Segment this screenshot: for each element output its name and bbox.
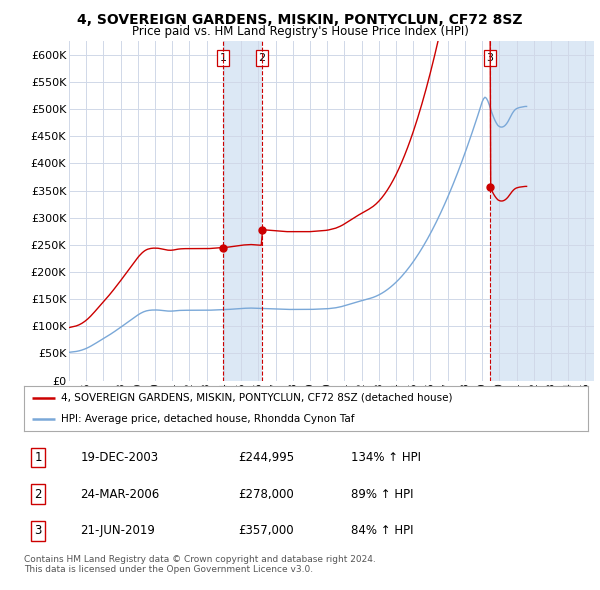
Text: 89% ↑ HPI: 89% ↑ HPI bbox=[351, 487, 413, 501]
Text: £278,000: £278,000 bbox=[238, 487, 294, 501]
Bar bbox=[223, 41, 262, 381]
Text: 2: 2 bbox=[34, 487, 42, 501]
Bar bbox=[490, 41, 594, 381]
Text: 3: 3 bbox=[34, 525, 42, 537]
Text: HPI: Average price, detached house, Rhondda Cynon Taf: HPI: Average price, detached house, Rhon… bbox=[61, 414, 354, 424]
Text: 21-JUN-2019: 21-JUN-2019 bbox=[80, 525, 155, 537]
Text: 134% ↑ HPI: 134% ↑ HPI bbox=[351, 451, 421, 464]
Text: 19-DEC-2003: 19-DEC-2003 bbox=[80, 451, 158, 464]
Text: 4, SOVEREIGN GARDENS, MISKIN, PONTYCLUN, CF72 8SZ (detached house): 4, SOVEREIGN GARDENS, MISKIN, PONTYCLUN,… bbox=[61, 393, 452, 403]
Text: 84% ↑ HPI: 84% ↑ HPI bbox=[351, 525, 413, 537]
Text: Contains HM Land Registry data © Crown copyright and database right 2024.
This d: Contains HM Land Registry data © Crown c… bbox=[24, 555, 376, 574]
Text: Price paid vs. HM Land Registry's House Price Index (HPI): Price paid vs. HM Land Registry's House … bbox=[131, 25, 469, 38]
Text: 2: 2 bbox=[259, 53, 265, 63]
Text: £244,995: £244,995 bbox=[238, 451, 295, 464]
Text: £357,000: £357,000 bbox=[238, 525, 294, 537]
Text: 1: 1 bbox=[34, 451, 42, 464]
Text: 4, SOVEREIGN GARDENS, MISKIN, PONTYCLUN, CF72 8SZ: 4, SOVEREIGN GARDENS, MISKIN, PONTYCLUN,… bbox=[77, 13, 523, 27]
Text: 3: 3 bbox=[487, 53, 494, 63]
Text: 1: 1 bbox=[220, 53, 227, 63]
Text: 24-MAR-2006: 24-MAR-2006 bbox=[80, 487, 160, 501]
